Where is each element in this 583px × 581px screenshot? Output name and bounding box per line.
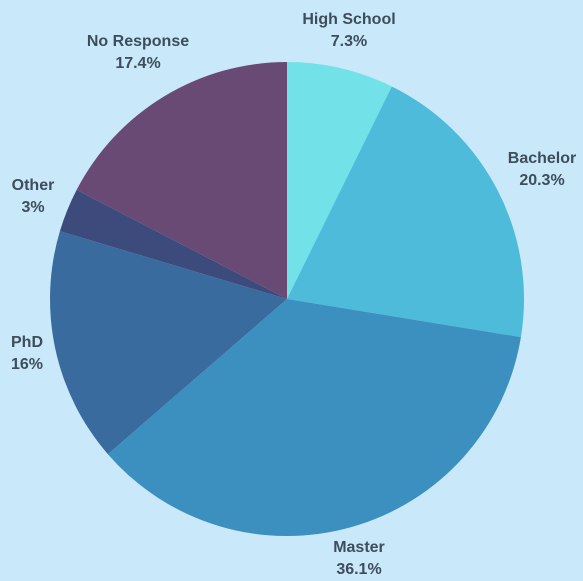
labels-layer: High School 7.3% Bachelor 20.3% Master 36.1% P… [11, 11, 576, 578]
pie-slice-bachelor [287, 86, 524, 338]
slice-value-master: 36.1% [336, 561, 381, 578]
slice-label-master: Master [333, 539, 385, 556]
pie-slice-high-school [287, 62, 392, 299]
slice-label-phd: PhD [11, 334, 43, 351]
slice-value-no-response: 17.4% [115, 55, 160, 72]
slice-label-no-response: No Response [87, 33, 189, 50]
slice-value-high-school: 7.3% [331, 33, 367, 50]
pie-slice-no-response [76, 62, 288, 299]
slice-value-bachelor: 20.3% [519, 172, 564, 189]
slice-label-other: Other [12, 177, 55, 194]
slices-layer [50, 62, 524, 536]
slice-value-other: 3% [21, 199, 44, 216]
slice-value-phd: 16% [11, 356, 43, 373]
slice-label-bachelor: Bachelor [508, 150, 576, 167]
slice-label-high-school: High School [302, 11, 395, 28]
pie-slice-other [59, 189, 287, 299]
pie-slice-master [107, 299, 521, 536]
pie-slice-phd [50, 231, 287, 455]
